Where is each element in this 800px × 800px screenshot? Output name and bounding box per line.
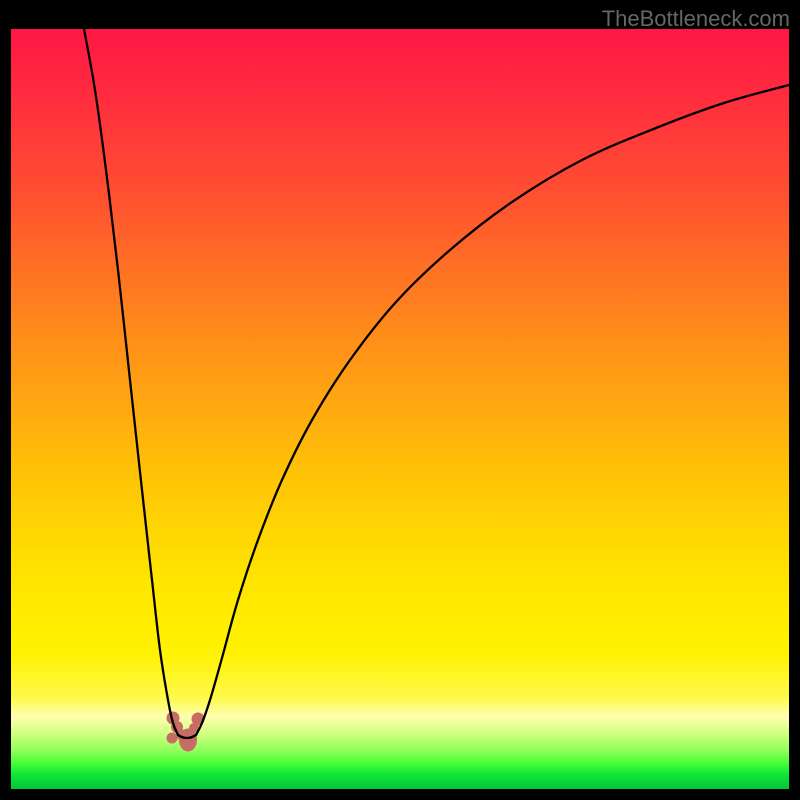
frame-border-left (0, 0, 11, 800)
bottleneck-curve (0, 0, 800, 800)
watermark-text: TheBottleneck.com (602, 6, 790, 32)
curve-path (84, 29, 789, 738)
frame-border-right (789, 0, 800, 800)
frame-border-bottom (0, 789, 800, 800)
bottleneck-chart: { "watermark": { "text": "TheBottleneck.… (0, 0, 800, 800)
